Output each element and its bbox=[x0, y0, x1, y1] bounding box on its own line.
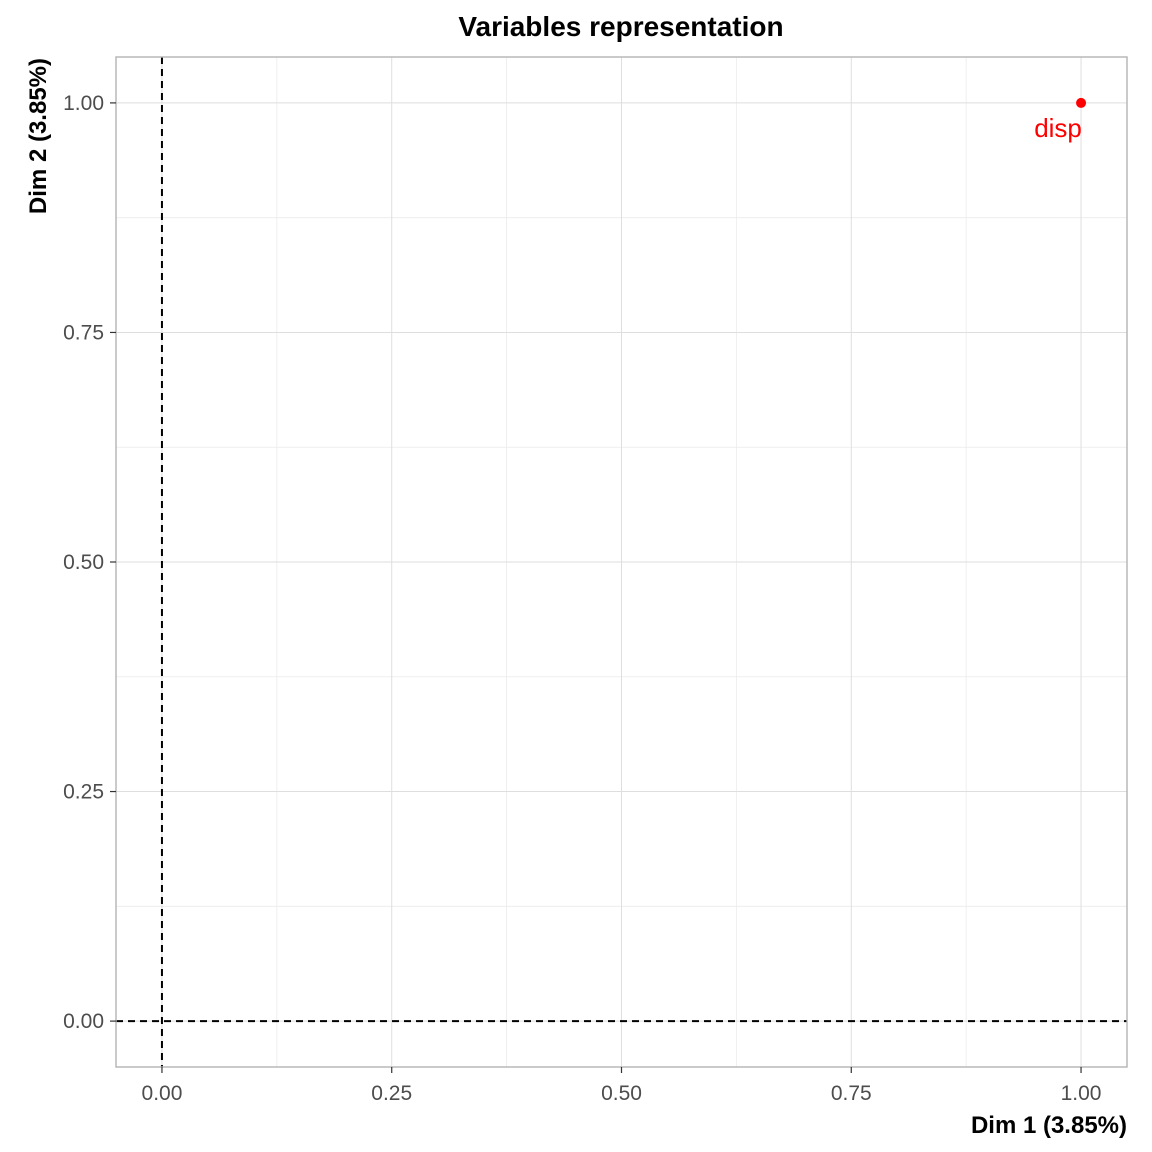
x-tick-label: 0.00 bbox=[142, 1082, 183, 1105]
y-axis-title: Dim 2 (3.85%) bbox=[25, 58, 52, 214]
x-axis-title: Dim 1 (3.85%) bbox=[971, 1112, 1127, 1139]
data-point-label: disp bbox=[1034, 113, 1082, 143]
y-tick-label: 1.00 bbox=[63, 92, 104, 115]
x-tick-label: 0.75 bbox=[831, 1082, 872, 1105]
plot-area: disp bbox=[115, 56, 1128, 1068]
x-tick-label: 0.25 bbox=[371, 1082, 412, 1105]
data-point bbox=[1076, 97, 1087, 108]
chart-title: Variables representation bbox=[458, 11, 783, 42]
x-axis: 0.00 0.25 0.50 0.75 1.00 bbox=[142, 1067, 1102, 1105]
x-tick-label: 0.50 bbox=[601, 1082, 642, 1105]
y-tick-label: 0.75 bbox=[63, 321, 104, 344]
x-tick-label: 1.00 bbox=[1061, 1082, 1102, 1105]
reference-lines bbox=[116, 57, 1127, 1067]
y-tick-label: 0.25 bbox=[63, 781, 104, 804]
y-tick-label: 0.00 bbox=[63, 1010, 104, 1033]
y-tick-label: 0.50 bbox=[63, 551, 104, 574]
data-points: disp bbox=[1034, 97, 1087, 143]
y-axis: 0.00 0.25 0.50 0.75 1.00 bbox=[63, 92, 116, 1033]
